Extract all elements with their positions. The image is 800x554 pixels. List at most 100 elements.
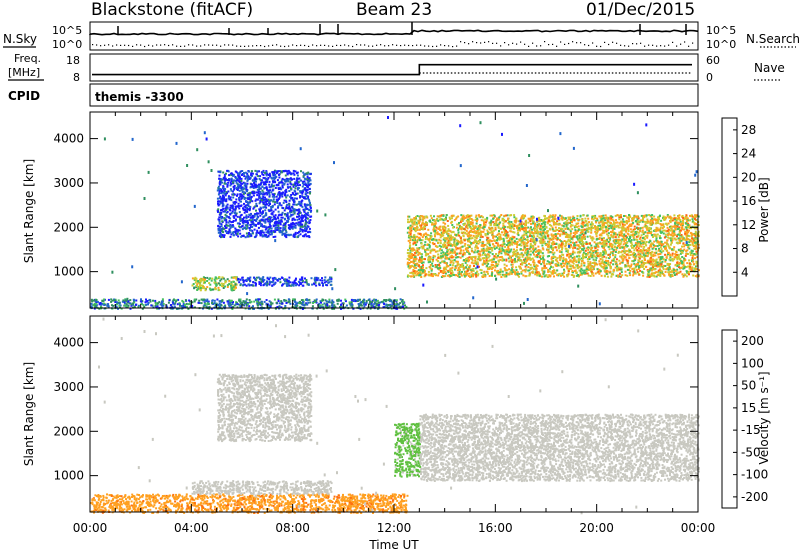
data-cell xyxy=(162,303,165,305)
data-cell xyxy=(267,230,270,233)
data-cell xyxy=(217,188,220,191)
data-cell xyxy=(286,194,289,197)
data-cell xyxy=(431,242,434,244)
data-cell xyxy=(685,266,688,268)
data-cell xyxy=(330,277,333,280)
data-cell xyxy=(239,214,242,217)
data-cell xyxy=(330,280,333,283)
nsearch-dot xyxy=(568,42,570,45)
data-cell xyxy=(191,305,194,307)
data-cell xyxy=(280,192,283,195)
data-cell xyxy=(217,231,220,234)
data-cell xyxy=(357,298,360,301)
data-cell xyxy=(244,182,246,185)
data-cell xyxy=(301,281,304,284)
data-cell xyxy=(298,200,301,203)
data-cell xyxy=(239,205,242,207)
data-cell xyxy=(222,228,225,231)
data-cell xyxy=(231,181,234,184)
data-cell xyxy=(591,262,594,264)
data-cell xyxy=(272,198,275,201)
nsearch-dot xyxy=(552,43,554,45)
data-cell xyxy=(565,265,568,268)
data-cell xyxy=(256,304,259,307)
data-cell xyxy=(243,175,246,178)
data-cell xyxy=(249,191,252,194)
nsearch-dot xyxy=(572,41,574,43)
data-cell xyxy=(648,262,651,265)
data-cell xyxy=(185,305,188,308)
data-cell xyxy=(499,258,502,261)
data-cell xyxy=(296,283,298,286)
data-cell xyxy=(241,190,244,193)
data-cell xyxy=(234,285,237,288)
data-cell xyxy=(545,267,548,269)
data-cell xyxy=(245,200,248,203)
data-cell xyxy=(331,307,334,310)
data-cell xyxy=(574,246,577,249)
data-cell xyxy=(633,245,636,247)
data-cell xyxy=(265,187,268,190)
data-cell xyxy=(268,280,271,283)
data-cell xyxy=(271,213,274,216)
data-cell xyxy=(294,300,296,303)
data-cell xyxy=(370,301,373,304)
data-cell xyxy=(308,180,311,183)
data-cell xyxy=(292,298,295,301)
data-cell xyxy=(265,303,268,306)
data-cell xyxy=(230,233,233,236)
data-cell xyxy=(293,218,296,221)
nsearch-dot xyxy=(496,42,498,44)
data-cell xyxy=(259,206,262,209)
data-cell xyxy=(189,300,191,303)
data-cell xyxy=(219,178,222,181)
data-cell xyxy=(228,305,231,308)
data-cell xyxy=(599,258,602,260)
data-cell xyxy=(285,207,288,209)
data-cell xyxy=(299,196,301,199)
data-cell xyxy=(510,221,513,223)
data-cell xyxy=(301,280,304,282)
data-cell xyxy=(306,177,309,180)
data-cell xyxy=(569,232,572,235)
data-cell xyxy=(293,189,296,192)
data-cell xyxy=(221,220,224,223)
data-cell xyxy=(269,217,272,220)
data-cell xyxy=(405,305,408,308)
data-cell xyxy=(308,220,311,223)
data-cell xyxy=(238,173,241,176)
data-cell xyxy=(246,177,249,180)
data-cell xyxy=(236,230,239,233)
data-cell xyxy=(277,277,280,280)
data-cell xyxy=(306,303,309,306)
cpid-label: CPID xyxy=(8,89,40,103)
freq-panel xyxy=(89,53,699,82)
data-cell xyxy=(288,171,291,174)
data-cell xyxy=(290,188,293,191)
data-cell xyxy=(255,198,258,201)
data-cell xyxy=(267,189,270,192)
data-cell xyxy=(674,253,677,256)
data-cell xyxy=(242,192,245,195)
data-cell xyxy=(246,302,249,305)
data-cell xyxy=(258,202,261,205)
data-cell xyxy=(174,300,177,303)
data-cell xyxy=(290,172,293,175)
data-cell xyxy=(278,181,281,184)
data-cell xyxy=(255,191,258,194)
data-cell xyxy=(262,210,264,213)
data-cell xyxy=(240,177,243,180)
data-cell xyxy=(263,283,266,286)
data-cell xyxy=(274,277,277,280)
data-cell xyxy=(247,194,250,196)
data-cell xyxy=(363,303,365,306)
data-cell xyxy=(245,214,248,217)
data-cell xyxy=(336,302,339,305)
data-cell xyxy=(284,169,287,172)
data-cell xyxy=(154,299,157,302)
data-cell xyxy=(273,195,276,198)
data-cell xyxy=(307,214,310,217)
data-cell xyxy=(607,261,610,264)
data-cell xyxy=(305,197,308,200)
data-cell xyxy=(252,222,255,225)
